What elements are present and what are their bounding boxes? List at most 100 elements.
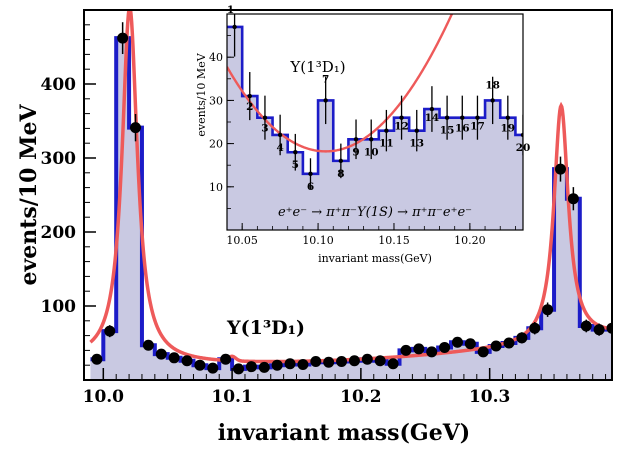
inset-y-axis-label: events/10 MeV: [195, 52, 208, 136]
main-plot-area: [89, 10, 612, 380]
main-data-point: [451, 336, 463, 348]
inset-fit-curve: [227, 14, 454, 153]
inset-data-point: [414, 128, 419, 133]
main-data-point: [207, 362, 219, 374]
main-data-point: [516, 332, 528, 344]
inset-plot-area: [227, 14, 523, 230]
inset-bin-number: 7: [322, 73, 329, 85]
inset-reaction-label: e⁺e⁻ → π⁺π⁻Υ(1S) → π⁺π⁻e⁺e⁻: [278, 205, 472, 220]
inset-bin-number: 13: [409, 138, 424, 150]
main-data-point: [323, 356, 335, 368]
main-data-point: [374, 355, 386, 367]
main-data-point: [336, 356, 348, 367]
inset-plot: 10.05 10.10 10.15 10.20 10 20 30 40 invariant ma…: [195, 4, 531, 265]
inset-bin-number: 4: [276, 142, 283, 154]
main-data-point: [233, 363, 245, 375]
main-data-point: [490, 340, 502, 352]
main-x-axis-label: invariant mass(GeV): [218, 420, 470, 446]
main-x-tick-label: 10.2: [340, 387, 381, 407]
inset-data-point: [232, 24, 237, 30]
inset-annotation: Υ(1³D₁): [289, 58, 345, 76]
main-y-tick-label: 100: [41, 297, 77, 317]
inset-bin-number: 17: [470, 121, 485, 133]
main-data-point: [464, 338, 476, 350]
inset-data-point: [369, 137, 374, 142]
inset-data-point: [308, 171, 313, 177]
main-data-point: [194, 359, 206, 371]
inset-bin-number: 6: [307, 181, 314, 193]
inset-x-tick-label: 10.20: [454, 234, 486, 247]
inset-data-point: [293, 150, 298, 155]
inset-bin-number: 16: [455, 123, 470, 135]
main-data-point: [155, 348, 167, 360]
inset-data-point: [505, 115, 511, 120]
main-data-point: [567, 193, 579, 205]
main-data-point: [181, 355, 193, 367]
inset-bin-number: 9: [352, 146, 359, 158]
main-data-point: [542, 304, 554, 316]
main-data-point: [142, 339, 154, 351]
main-x-tick-label: 10.1: [211, 387, 252, 407]
main-data-point: [348, 355, 360, 367]
inset-data-point: [277, 132, 283, 138]
main-data-point: [361, 353, 373, 365]
inset-bin-number: 12: [394, 121, 409, 133]
inset-x-tick-label: 10.10: [302, 234, 334, 247]
main-data-point: [284, 358, 296, 370]
inset-bin-number: 18: [485, 79, 500, 91]
inset-data-point: [353, 137, 359, 142]
main-y-tick-label: 200: [41, 223, 77, 243]
main-data-point: [91, 353, 103, 365]
inset-y-tick-label: 20: [209, 138, 223, 151]
inset-x-tick-label: 10.15: [378, 234, 410, 247]
inset-data-point: [384, 128, 389, 133]
inset-data-point: [399, 115, 404, 120]
main-data-point: [130, 122, 142, 134]
inset-bin-number: 2: [246, 101, 253, 113]
inset-data-point: [262, 115, 268, 120]
main-data-point: [477, 346, 489, 358]
inset-bin-number: 14: [425, 112, 440, 124]
main-x-tick-label: 10.0: [83, 387, 125, 407]
main-data-point: [426, 346, 438, 358]
main-data-point: [606, 322, 612, 334]
main-data-point: [529, 322, 541, 334]
main-data-point: [400, 344, 412, 356]
main-data-point: [413, 343, 425, 355]
inset-data-point: [338, 158, 344, 164]
main-data-point: [554, 163, 566, 175]
main-plot: 10.0 10.1 10.2 10.3 100 200 300 400 invariant ma…: [16, 9, 613, 446]
inset-bin-number: 15: [440, 125, 455, 137]
inset-bin-number: 10: [364, 146, 379, 158]
inset-histogram-step: [227, 25, 523, 176]
inset-bin-number: 19: [501, 123, 516, 135]
main-y-tick-label: 300: [41, 149, 77, 169]
main-data-point: [387, 358, 399, 370]
inset-data-point: [429, 106, 435, 112]
main-data-point: [310, 356, 322, 367]
main-data-point: [245, 361, 257, 373]
inset-bin-number: 20: [516, 142, 531, 154]
inset-y-tick-label: 10: [209, 181, 223, 194]
inset-bin-number: 3: [261, 123, 268, 135]
inset-data-point: [444, 115, 450, 120]
main-data-point: [220, 353, 232, 365]
inset-bin-number: 5: [292, 159, 299, 171]
inset-data-point: [490, 98, 495, 103]
inset-histogram-fill: [227, 26, 523, 230]
main-data-point: [258, 361, 270, 373]
inset-x-tick-label: 10.05: [226, 234, 258, 247]
main-data-point: [271, 359, 283, 371]
main-x-tick-label: 10.3: [469, 387, 510, 407]
inset-bin-number: 8: [337, 168, 344, 180]
inset-data-point: [460, 115, 465, 120]
inset-y-tick-label: 40: [209, 51, 223, 64]
inset-bin-number: 1: [227, 4, 234, 16]
inset-x-axis-label: invariant mass(GeV): [318, 252, 432, 265]
main-data-point: [117, 32, 129, 44]
main-data-point: [503, 337, 515, 349]
main-data-point: [593, 324, 605, 336]
main-data-point: [168, 352, 180, 364]
main-y-tick-label: 400: [41, 75, 77, 95]
